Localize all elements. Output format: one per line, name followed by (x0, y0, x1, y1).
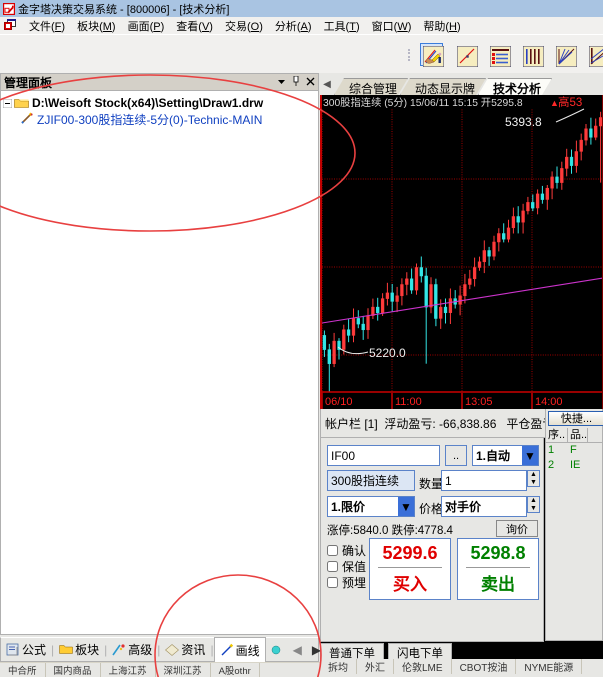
svg-text:300股指连续 (5分) 15/06/11 15:15 开5: 300股指连续 (5分) 15/06/11 15:15 开5295.8 (323, 96, 523, 109)
svg-text:13:05: 13:05 (465, 396, 493, 408)
svg-text:5393.8: 5393.8 (505, 115, 542, 129)
svg-text:06/10: 06/10 (325, 396, 353, 408)
svg-text:11:00: 11:00 (395, 396, 422, 408)
svg-text:高53: 高53 (558, 95, 582, 109)
svg-text:14:00: 14:00 (535, 396, 563, 408)
svg-text:5220.0: 5220.0 (369, 346, 406, 360)
